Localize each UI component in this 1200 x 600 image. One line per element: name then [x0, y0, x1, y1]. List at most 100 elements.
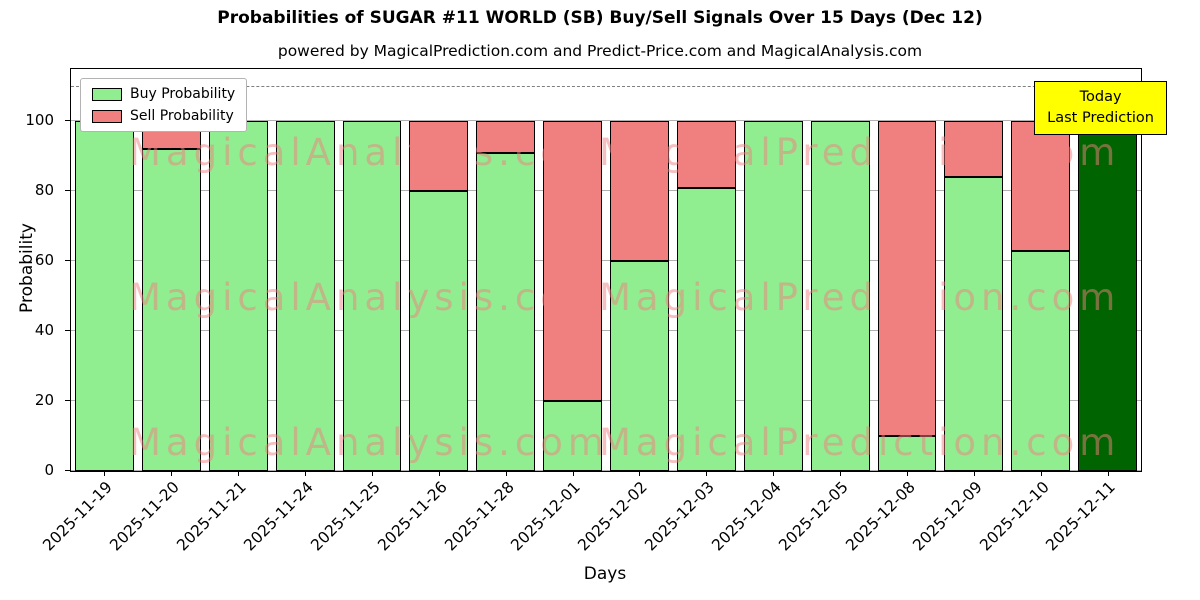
bar-2025-11-20 — [138, 69, 205, 471]
bar-2025-12-03 — [673, 69, 740, 471]
x-tick-mark — [238, 472, 240, 476]
buy-segment — [676, 187, 736, 471]
buy-segment — [342, 121, 402, 471]
y-tick-label: 100 — [25, 111, 54, 130]
buy-segment — [208, 121, 268, 471]
gridline — [71, 190, 1141, 192]
gridline — [71, 260, 1141, 262]
y-tick-label: 80 — [34, 181, 54, 200]
y-tick-label: 40 — [34, 321, 54, 340]
y-tick-mark — [65, 470, 70, 471]
sell-segment — [1011, 121, 1071, 251]
y-tick-label: 60 — [34, 251, 54, 270]
sell-segment — [610, 121, 669, 262]
x-tick-mark — [973, 472, 975, 476]
x-tick-mark — [104, 472, 106, 476]
gridline — [71, 330, 1141, 332]
x-tick-label: 2025-12-08 — [842, 478, 919, 555]
plot-area: MagicalAnalysis.com MagicalPrediction.co… — [65, 68, 1142, 476]
chart-title: Probabilities of SUGAR #11 WORLD (SB) Bu… — [217, 8, 983, 28]
bar-2025-11-25 — [339, 69, 406, 471]
x-tick-mark — [840, 472, 842, 476]
x-tick-label: 2025-12-10 — [975, 478, 1053, 555]
x-axis-label: Days — [583, 564, 627, 584]
gridline — [71, 470, 1141, 471]
x-tick-mark — [572, 472, 574, 476]
x-tick-label: 2025-11-28 — [440, 478, 518, 555]
x-tick-label: 2025-12-04 — [708, 478, 785, 555]
x-tick-label: 2025-11-21 — [173, 478, 250, 555]
x-tick-mark — [639, 472, 641, 476]
buy-segment — [944, 177, 1004, 471]
x-tick-mark — [906, 472, 908, 476]
x-tick-label: 2025-12-02 — [574, 478, 652, 555]
bar-2025-11-24 — [272, 69, 339, 471]
x-tick-label: 2025-11-19 — [39, 478, 117, 555]
legend-buy-label: Buy Probability — [130, 86, 236, 102]
x-tick-labels: 2025-11-19 2025-11-20 2025-11-21 2025-11-24… — [40, 471, 1140, 576]
y-tick-label: 20 — [34, 391, 54, 410]
buy-segment — [610, 261, 669, 471]
bar-2025-12-11 — [1074, 69, 1141, 471]
sell-segment — [877, 121, 937, 437]
x-tick-label: 2025-11-25 — [307, 478, 384, 555]
x-tick-label: 2025-11-20 — [106, 478, 184, 555]
buy-segment — [141, 149, 201, 471]
buy-segment — [409, 191, 469, 471]
bar-2025-11-21 — [205, 69, 272, 471]
x-tick-mark — [305, 472, 307, 476]
bar-2025-11-26 — [405, 69, 472, 471]
chart-subtitle: powered by MagicalPrediction.com and Pre… — [277, 42, 923, 60]
today-annotation: Today Last Prediction — [1034, 81, 1167, 136]
y-tick-mark — [65, 330, 70, 332]
x-tick-label: 2025-12-01 — [507, 478, 585, 555]
x-tick-mark — [1040, 472, 1042, 476]
x-tick-mark — [371, 472, 373, 476]
x-tick-label: 2025-12-03 — [641, 478, 719, 555]
buy-segment — [476, 152, 536, 471]
legend-sell-swatch — [92, 109, 122, 123]
legend: Buy Probability Sell Probability — [80, 78, 248, 132]
buy-segment — [543, 401, 602, 471]
bar-2025-12-05 — [807, 69, 874, 471]
bar-2025-12-08 — [874, 69, 941, 471]
y-tick-mark — [65, 260, 70, 262]
sell-segment — [676, 121, 736, 188]
x-tick-mark — [1107, 472, 1109, 476]
legend-entry-buy: Buy Probability — [92, 86, 235, 102]
y-tick-mark — [65, 190, 70, 192]
x-tick-mark — [438, 472, 440, 476]
bar-2025-12-09 — [940, 69, 1007, 471]
x-tick-label: 2025-11-24 — [240, 478, 317, 555]
sell-segment — [409, 121, 469, 192]
bar-2025-12-04 — [740, 69, 807, 471]
legend-entry-sell: Sell Probability — [92, 108, 235, 124]
buy-segment — [810, 121, 870, 471]
x-tick-mark — [773, 472, 775, 476]
today-annotation-line2: Last Prediction — [1047, 110, 1154, 127]
y-tick-mark — [65, 120, 70, 122]
bar-2025-11-28 — [472, 69, 539, 471]
bar-2025-12-10 — [1007, 69, 1074, 471]
bar-2025-12-01 — [539, 69, 606, 471]
bar-2025-12-02 — [606, 69, 673, 471]
gridline — [71, 120, 1141, 122]
buy-segment — [275, 121, 335, 471]
gridline — [71, 400, 1141, 402]
buy-segment — [75, 121, 134, 471]
x-tick-label: 2025-12-09 — [909, 478, 986, 555]
threshold-dashed-line — [71, 86, 1141, 88]
x-tick-label: 2025-12-11 — [1042, 478, 1120, 555]
y-tick-mark — [65, 400, 70, 402]
buy-segment — [1078, 121, 1137, 471]
today-annotation-line1: Today — [1079, 89, 1122, 105]
buy-segment — [877, 436, 937, 471]
legend-buy-swatch — [92, 87, 122, 101]
x-tick-mark — [706, 472, 708, 476]
y-tick-label: 0 — [44, 461, 54, 479]
grid-layer — [65, 69, 1141, 476]
buy-segment — [1011, 250, 1071, 471]
x-tick-mark — [171, 472, 173, 476]
x-tick-mark — [505, 472, 507, 476]
